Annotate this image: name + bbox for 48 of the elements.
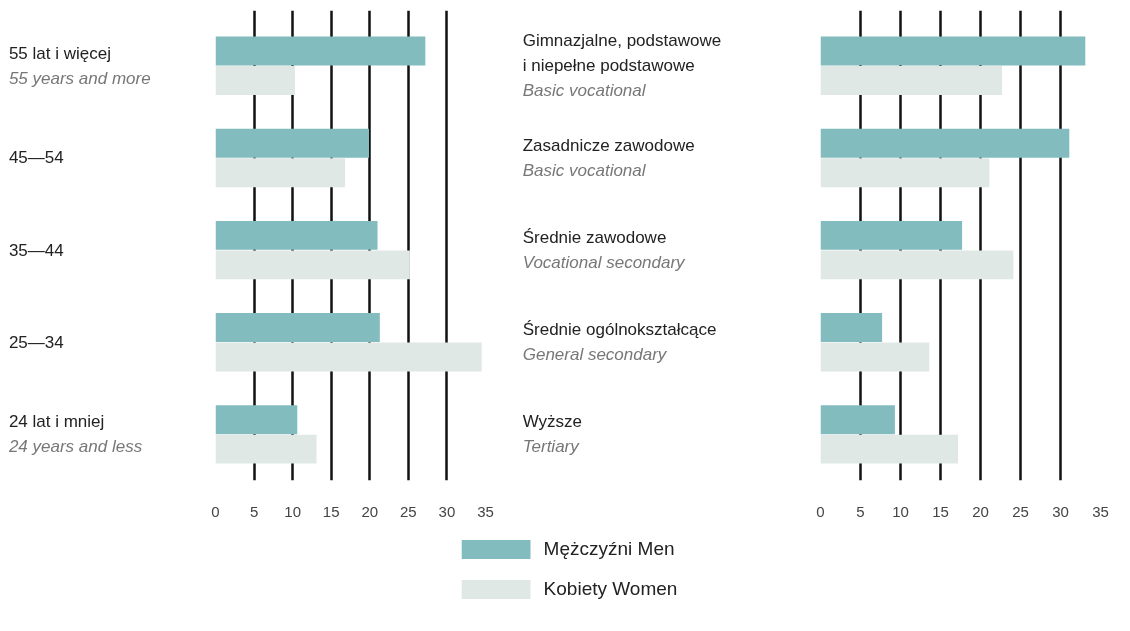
x-tick-label: 35 (477, 502, 494, 520)
bar (215, 405, 298, 435)
x-tick-label: 10 (892, 502, 909, 520)
x-tick-label: 20 (361, 502, 379, 520)
bar (820, 313, 883, 342)
x-tick-label: 0 (816, 502, 825, 520)
x-tick-label: 20 (972, 502, 989, 520)
x-tick-label: 35 (1092, 502, 1109, 520)
y-tick-label: 45—54 (8, 148, 64, 168)
x-tick-label: 5 (856, 502, 865, 520)
bar (820, 342, 930, 372)
bar (215, 66, 295, 95)
x-tick-label: 10 (284, 502, 301, 520)
y-tick-label: Średnie zawodowe Vocational secondary (522, 228, 687, 273)
bar (215, 36, 426, 66)
bar (215, 250, 410, 280)
x-tick-label: 30 (1052, 502, 1069, 520)
y-tick-label: 35—44 (8, 240, 64, 260)
legend-label: Mężczyźni Men (543, 538, 675, 560)
bar (215, 342, 482, 372)
x-tick-label: 0 (211, 502, 220, 520)
x-tick-label: 15 (322, 502, 340, 520)
x-tick-label: 5 (249, 502, 259, 520)
bar (215, 128, 370, 158)
y-tick-label: Zasadnicze zawodowe Basic vocational (522, 136, 695, 180)
y-tick-label: Gimnazjalne, podstawowe i niepełne podstawowe Basic vocational (522, 31, 722, 101)
bar (820, 405, 895, 435)
bar (820, 434, 959, 464)
x-tick-label: 25 (1012, 502, 1029, 520)
bar (820, 128, 1070, 158)
bar (215, 434, 317, 464)
x-tick-label: 30 (438, 502, 456, 520)
y-tick-label: Średnie ogólnokształcące General secondary (522, 320, 717, 365)
bar (820, 36, 1086, 66)
bar (820, 158, 990, 188)
bar (215, 220, 378, 250)
y-tick-label: 24 lat i mniej 24 years and less (7, 412, 143, 457)
x-tick-label: 15 (932, 502, 949, 520)
bar (215, 158, 346, 188)
bar (820, 220, 963, 250)
y-tick-label: Wyższe Tertiary (522, 412, 583, 457)
bar (820, 66, 1003, 95)
bar (215, 313, 380, 342)
legend-label: Kobiety Women (543, 578, 678, 600)
x-tick-label: 25 (400, 502, 417, 520)
bar (820, 250, 1014, 280)
y-tick-label: 55 lat i więcej 55 years and more (8, 43, 151, 88)
y-tick-label: 25—34 (8, 332, 64, 352)
